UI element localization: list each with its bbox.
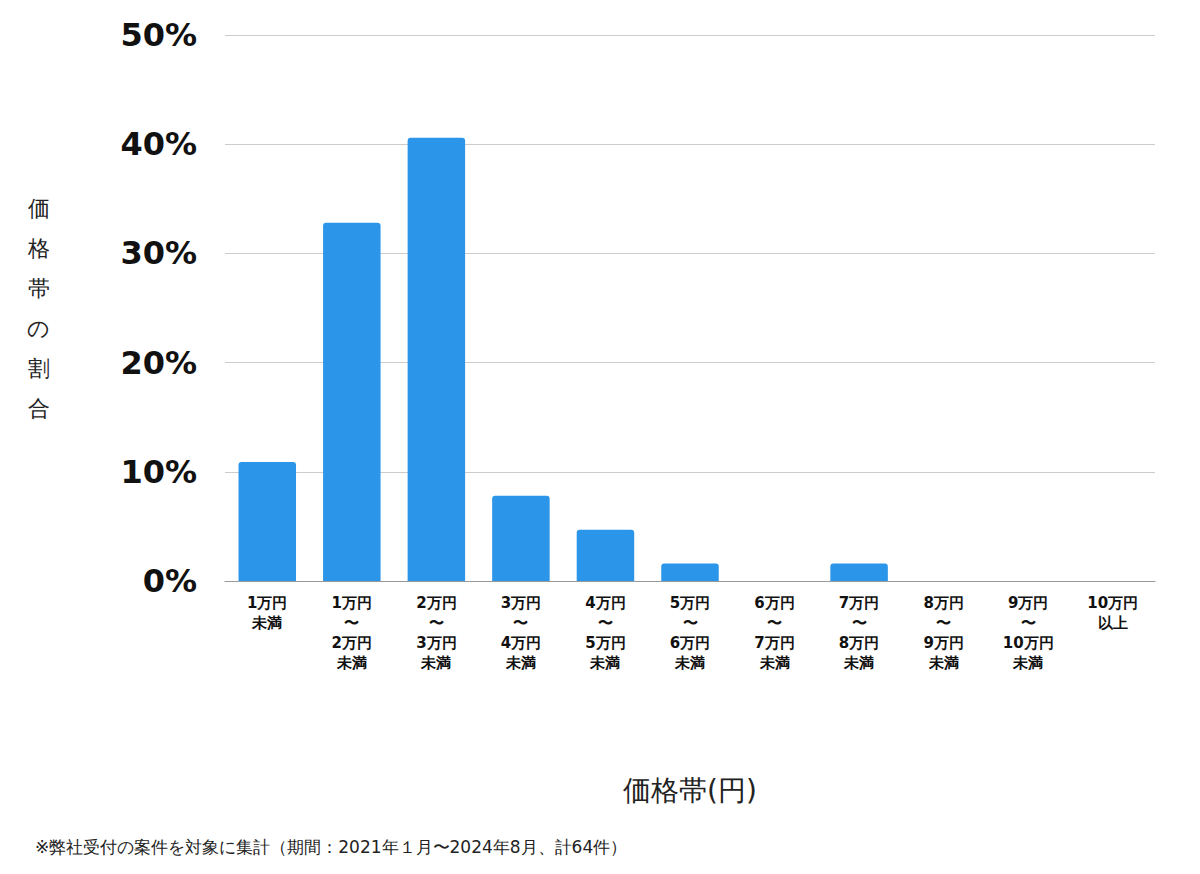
svg-text:※弊社受付の案件を対象に集計（期間：2021年１月〜2024: ※弊社受付の案件を対象に集計（期間：2021年１月〜2024年8月、計64件） — [35, 837, 627, 857]
svg-text:未満: 未満 — [251, 614, 282, 632]
svg-text:9万円: 9万円 — [1008, 594, 1048, 612]
svg-text:合: 合 — [28, 396, 50, 421]
svg-text:7万円: 7万円 — [754, 634, 794, 652]
svg-text:10%: 10% — [120, 453, 197, 491]
svg-text:〜: 〜 — [513, 614, 528, 632]
svg-text:8万円: 8万円 — [839, 634, 879, 652]
svg-text:〜: 〜 — [344, 614, 359, 632]
svg-text:9万円: 9万円 — [923, 634, 963, 652]
svg-text:未満: 未満 — [505, 654, 536, 672]
svg-text:7万円: 7万円 — [839, 594, 879, 612]
svg-text:40%: 40% — [120, 125, 197, 163]
svg-text:5万円: 5万円 — [670, 594, 710, 612]
svg-text:10万円: 10万円 — [1087, 594, 1138, 612]
svg-text:1万円: 1万円 — [247, 594, 287, 612]
svg-text:〜: 〜 — [598, 614, 613, 632]
svg-text:価: 価 — [28, 196, 50, 221]
svg-text:3万円: 3万円 — [501, 594, 541, 612]
svg-text:3万円: 3万円 — [416, 634, 456, 652]
svg-text:〜: 〜 — [683, 614, 698, 632]
svg-text:以上: 以上 — [1098, 614, 1128, 632]
svg-text:30%: 30% — [120, 234, 197, 272]
svg-text:未満: 未満 — [589, 654, 620, 672]
svg-text:未満: 未満 — [759, 654, 790, 672]
svg-text:50%: 50% — [120, 16, 197, 54]
svg-text:の: の — [27, 316, 50, 341]
svg-text:6万円: 6万円 — [670, 634, 710, 652]
svg-text:8万円: 8万円 — [923, 594, 963, 612]
svg-text:2万円: 2万円 — [416, 594, 456, 612]
svg-text:4万円: 4万円 — [501, 634, 541, 652]
svg-text:未満: 未満 — [843, 654, 874, 672]
svg-text:2万円: 2万円 — [332, 634, 372, 652]
svg-text:格: 格 — [27, 236, 50, 261]
svg-text:5万円: 5万円 — [585, 634, 625, 652]
svg-text:6万円: 6万円 — [754, 594, 794, 612]
svg-text:〜: 〜 — [852, 614, 867, 632]
svg-text:帯: 帯 — [28, 276, 50, 301]
svg-text:価格帯(円): 価格帯(円) — [623, 774, 757, 807]
svg-text:未満: 未満 — [336, 654, 367, 672]
svg-text:1万円: 1万円 — [332, 594, 372, 612]
svg-text:4万円: 4万円 — [585, 594, 625, 612]
svg-text:〜: 〜 — [936, 614, 951, 632]
svg-text:〜: 〜 — [767, 614, 782, 632]
svg-text:未満: 未満 — [1012, 654, 1043, 672]
svg-text:0%: 0% — [143, 562, 197, 600]
svg-text:20%: 20% — [120, 344, 197, 382]
svg-text:未満: 未満 — [928, 654, 959, 672]
svg-text:割: 割 — [28, 356, 50, 381]
svg-text:未満: 未満 — [420, 654, 451, 672]
svg-text:未満: 未満 — [674, 654, 705, 672]
svg-text:10万円: 10万円 — [1003, 634, 1054, 652]
svg-text:〜: 〜 — [1021, 614, 1036, 632]
svg-text:〜: 〜 — [429, 614, 444, 632]
